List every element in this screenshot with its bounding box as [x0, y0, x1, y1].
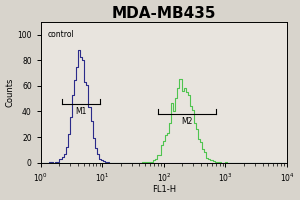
Text: M1: M1 — [75, 107, 86, 116]
Text: M2: M2 — [181, 117, 193, 126]
X-axis label: FL1-H: FL1-H — [152, 185, 176, 194]
Text: control: control — [48, 30, 75, 39]
Title: MDA-MB435: MDA-MB435 — [112, 6, 216, 21]
Y-axis label: Counts: Counts — [6, 77, 15, 107]
